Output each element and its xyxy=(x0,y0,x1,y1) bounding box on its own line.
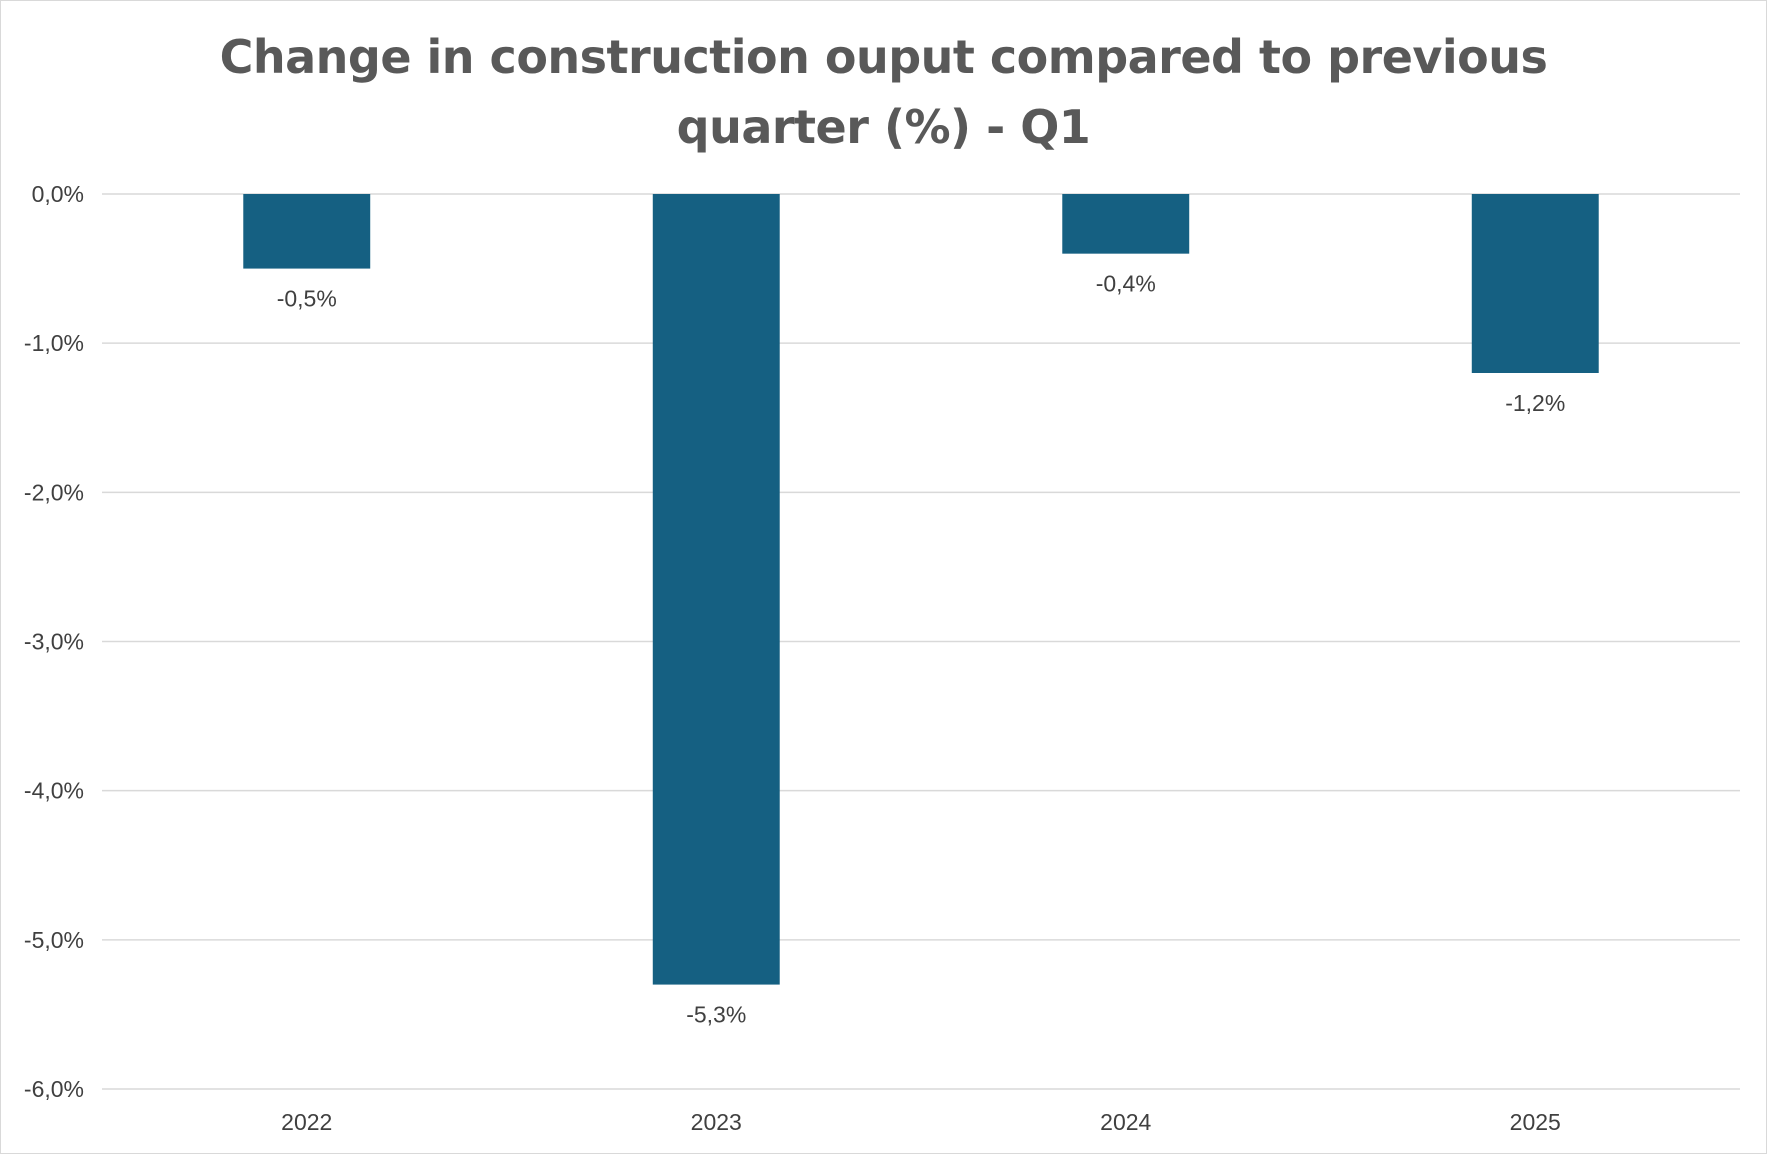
gridlines xyxy=(102,193,1740,1090)
x-tick-label-2023: 2023 xyxy=(691,1109,742,1135)
data-labels: -0,5% -5,3% -0,4% -1,2% xyxy=(277,271,1566,1028)
y-tick-label: 0,0% xyxy=(32,181,84,207)
y-tick-label: -6,0% xyxy=(24,1076,84,1102)
x-axis-tick-labels: 2022 2023 2024 2025 xyxy=(281,1109,1561,1135)
data-label-2024: -0,4% xyxy=(1096,271,1156,297)
chart-title-line-2: quarter (%) - Q1 xyxy=(676,100,1091,154)
data-label-2025: -1,2% xyxy=(1505,390,1565,416)
x-tick-label-2022: 2022 xyxy=(281,1109,332,1135)
bar-2023 xyxy=(652,194,780,985)
x-tick-label-2025: 2025 xyxy=(1510,1109,1561,1135)
y-tick-label: -1,0% xyxy=(24,330,84,356)
bars xyxy=(243,194,1599,985)
y-tick-label: -3,0% xyxy=(24,629,84,655)
bar-2024 xyxy=(1062,194,1190,254)
y-tick-label: -2,0% xyxy=(24,479,84,505)
chart-title-line-1: Change in construction ouput compared to… xyxy=(219,30,1548,84)
y-tick-label: -4,0% xyxy=(24,778,84,804)
data-label-2022: -0,5% xyxy=(277,286,337,312)
chart-title: Change in construction ouput compared to… xyxy=(0,22,1767,162)
x-tick-label-2024: 2024 xyxy=(1100,1109,1151,1135)
y-tick-label: -5,0% xyxy=(24,927,84,953)
bar-2025 xyxy=(1471,194,1599,373)
data-label-2023: -5,3% xyxy=(686,1002,746,1028)
y-axis-tick-labels: 0,0% -1,0% -2,0% -3,0% -4,0% -5,0% -6,0% xyxy=(24,181,84,1102)
bar-2022 xyxy=(243,194,371,269)
